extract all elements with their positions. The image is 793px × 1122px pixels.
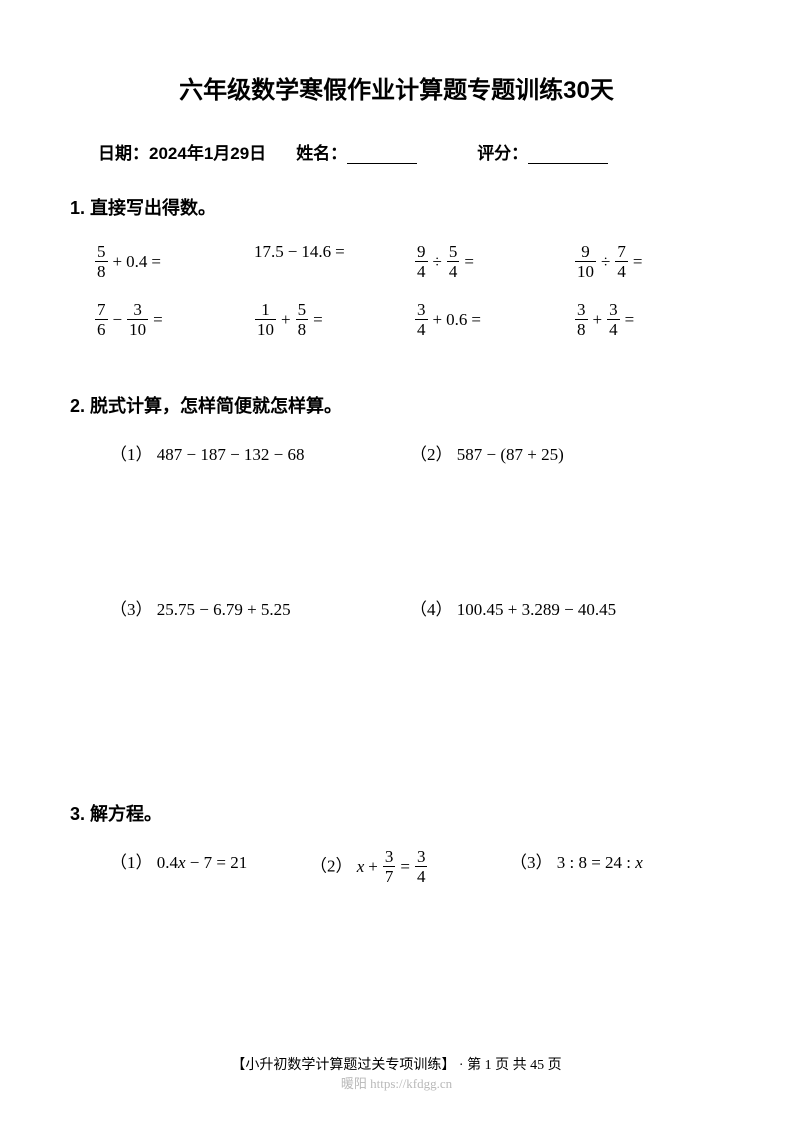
q2-item: （2） 587 − (87 + 25) <box>410 440 710 465</box>
q3-item: （2） x+37=34 <box>310 848 510 885</box>
q2-item: （4） 100.45 + 3.289 − 40.45 <box>410 595 710 620</box>
footer-text-c: 页 <box>544 1058 562 1073</box>
section1-grid: 58+0.4=17.5−14.6=94÷54=910÷74=76−310=110… <box>94 242 723 338</box>
section3-heading: 3. 解方程。 <box>70 800 723 826</box>
meta-row: 日期： 2024年1月29日 姓名： 评分： <box>98 139 723 164</box>
footer-line1: 【小升初数学计算题过关专项训练】 · 第 1 页 共 45 页 <box>0 1054 793 1074</box>
page-title: 六年级数学寒假作业计算题专题训练30天 <box>70 70 723 105</box>
footer-text-a: 【小升初数学计算题过关专项训练】 · 第 <box>231 1058 484 1073</box>
q1-item: 110+58= <box>254 300 414 338</box>
q1-item: 910÷74= <box>574 242 734 280</box>
worksheet-page: 六年级数学寒假作业计算题专题训练30天 日期： 2024年1月29日 姓名： 评… <box>0 0 793 1122</box>
section2-heading: 2. 脱式计算，怎样简便就怎样算。 <box>70 392 723 418</box>
footer-page: 1 <box>485 1058 492 1073</box>
q2-item: （1） 487 − 187 − 132 − 68 <box>110 440 410 465</box>
section2-grid: （1） 487 − 187 − 132 − 68（2） 587 − (87 + … <box>110 440 723 620</box>
footer-text-b: 页 共 <box>492 1058 531 1073</box>
section1-heading: 1. 直接写出得数。 <box>70 194 723 220</box>
q1-item: 38+34= <box>574 300 734 338</box>
q3-item: （3） 3 : 8 = 24 : x <box>510 848 710 885</box>
date-label: 日期： <box>98 139 149 164</box>
date-value: 2024年1月29日 <box>149 139 266 164</box>
footer-total: 45 <box>530 1058 544 1073</box>
name-label: 姓名： <box>296 139 347 164</box>
q2-item: （3） 25.75 − 6.79 + 5.25 <box>110 595 410 620</box>
q1-item: 58+0.4= <box>94 242 254 280</box>
q1-item: 94÷54= <box>414 242 574 280</box>
footer-line2: 暖阳 https://kfdgg.cn <box>0 1073 793 1092</box>
q1-item: 34+0.6= <box>414 300 574 338</box>
q1-item: 17.5−14.6= <box>254 242 414 280</box>
section3-grid: （1） 0.4x − 7 = 21（2） x+37=34（3） 3 : 8 = … <box>110 848 723 885</box>
score-blank[interactable] <box>528 145 608 164</box>
score-label: 评分： <box>477 139 528 164</box>
q3-item: （1） 0.4x − 7 = 21 <box>110 848 310 885</box>
q1-item: 76−310= <box>94 300 254 338</box>
name-blank[interactable] <box>347 145 417 164</box>
